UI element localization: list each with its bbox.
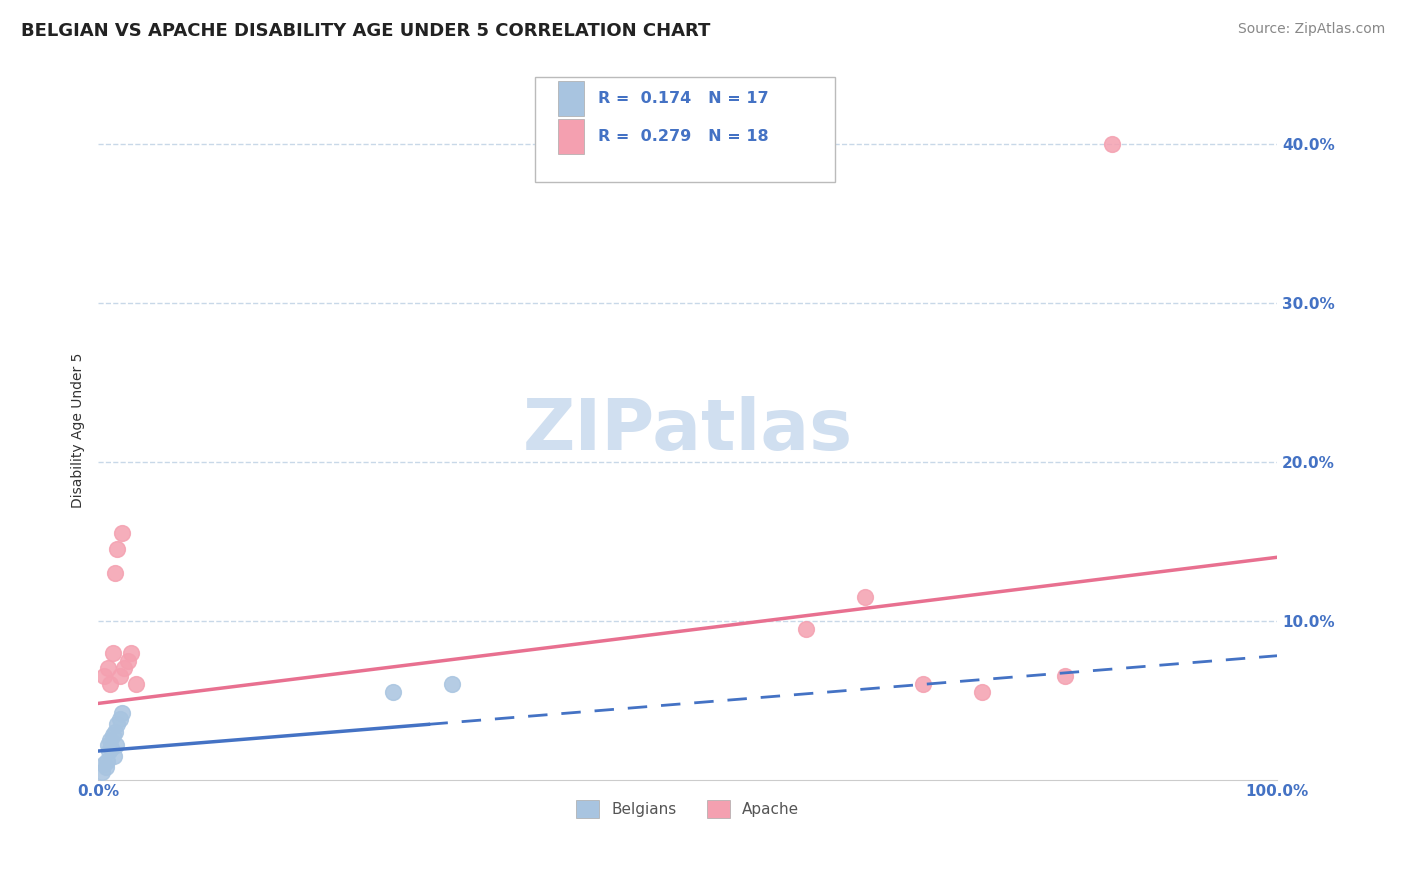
Point bbox=[105, 542, 128, 557]
Legend: Belgians, Apache: Belgians, Apache bbox=[569, 794, 806, 824]
Point bbox=[93, 756, 115, 771]
Point bbox=[108, 669, 131, 683]
Text: Source: ZipAtlas.com: Source: ZipAtlas.com bbox=[1237, 22, 1385, 37]
Point bbox=[117, 653, 139, 667]
Text: R =  0.174   N = 17: R = 0.174 N = 17 bbox=[598, 91, 769, 106]
Point bbox=[97, 738, 120, 752]
Point bbox=[97, 661, 120, 675]
Point bbox=[112, 661, 135, 675]
Point bbox=[440, 677, 463, 691]
Point bbox=[98, 677, 121, 691]
Point bbox=[96, 754, 118, 768]
Point bbox=[101, 646, 124, 660]
Point bbox=[91, 764, 114, 779]
FancyBboxPatch shape bbox=[534, 78, 835, 182]
Point bbox=[972, 685, 994, 699]
Point bbox=[105, 738, 128, 752]
Point bbox=[125, 677, 148, 691]
Point bbox=[108, 712, 131, 726]
Point bbox=[853, 590, 876, 604]
Point bbox=[93, 669, 115, 683]
Point bbox=[98, 732, 121, 747]
Y-axis label: Disability Age Under 5: Disability Age Under 5 bbox=[72, 352, 86, 508]
Point bbox=[794, 622, 817, 636]
Point bbox=[94, 760, 117, 774]
Point bbox=[101, 728, 124, 742]
Point bbox=[100, 740, 122, 755]
Text: ZIPatlas: ZIPatlas bbox=[523, 396, 853, 465]
Point bbox=[104, 725, 127, 739]
Point bbox=[120, 646, 142, 660]
Text: BELGIAN VS APACHE DISABILITY AGE UNDER 5 CORRELATION CHART: BELGIAN VS APACHE DISABILITY AGE UNDER 5… bbox=[21, 22, 710, 40]
FancyBboxPatch shape bbox=[558, 81, 583, 116]
Point bbox=[103, 748, 125, 763]
Point bbox=[912, 677, 935, 691]
Point bbox=[98, 744, 121, 758]
FancyBboxPatch shape bbox=[558, 120, 583, 154]
Point bbox=[104, 566, 127, 581]
Point bbox=[111, 526, 134, 541]
Point bbox=[1053, 669, 1076, 683]
Point bbox=[105, 717, 128, 731]
Point bbox=[1101, 137, 1123, 152]
Point bbox=[382, 685, 405, 699]
Point bbox=[111, 706, 134, 720]
Text: R =  0.279   N = 18: R = 0.279 N = 18 bbox=[598, 129, 769, 145]
